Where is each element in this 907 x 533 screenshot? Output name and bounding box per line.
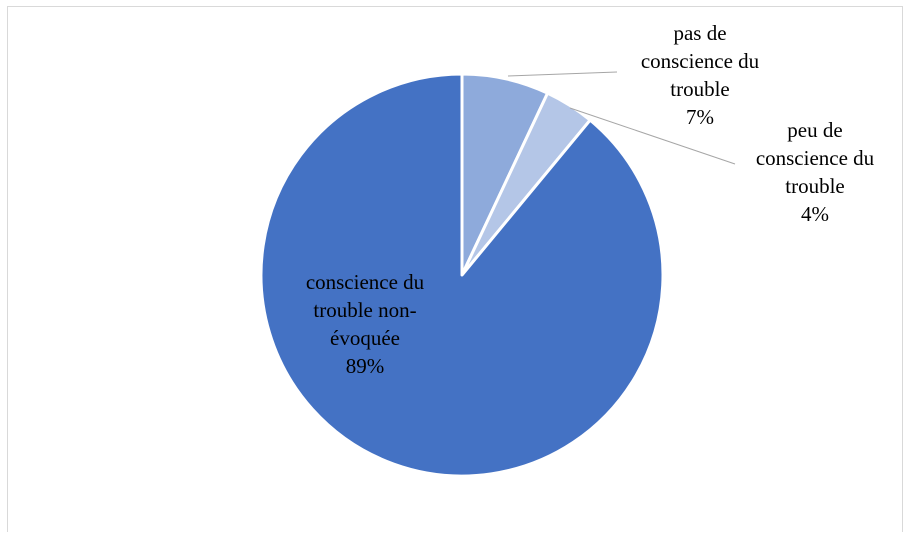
slice-label-line: conscience du: [755, 146, 875, 170]
slice-percent: 89%: [345, 354, 385, 378]
slice-percent: 7%: [686, 105, 714, 129]
slice-label-line: pas de: [673, 21, 727, 45]
slice-label-peu-de-conscience: peu de conscience du trouble 4%: [730, 116, 900, 228]
slice-label-line: conscience du: [640, 49, 760, 73]
slice-label-pas-de-conscience: pas de conscience du trouble 7%: [610, 19, 790, 131]
pie-slice: [259, 72, 665, 478]
slice-label-line: trouble non-: [313, 298, 417, 322]
leader-line-peu-de-conscience: [569, 107, 736, 165]
slice-label-conscience-non-evoquee: conscience du trouble non- évoquée 89%: [270, 268, 460, 380]
pie-slices: [259, 72, 665, 478]
leader-lines: [507, 71, 736, 165]
chart-frame: [7, 6, 903, 532]
slice-label-line: trouble: [670, 77, 730, 101]
leader-line-pas-de-conscience: [507, 71, 618, 77]
slice-label-line: peu de: [787, 118, 843, 142]
slice-label-line: conscience du: [305, 270, 425, 294]
slice-percent: 4%: [801, 202, 829, 226]
slice-label-line: trouble: [785, 174, 845, 198]
slice-label-line: évoquée: [330, 326, 400, 350]
